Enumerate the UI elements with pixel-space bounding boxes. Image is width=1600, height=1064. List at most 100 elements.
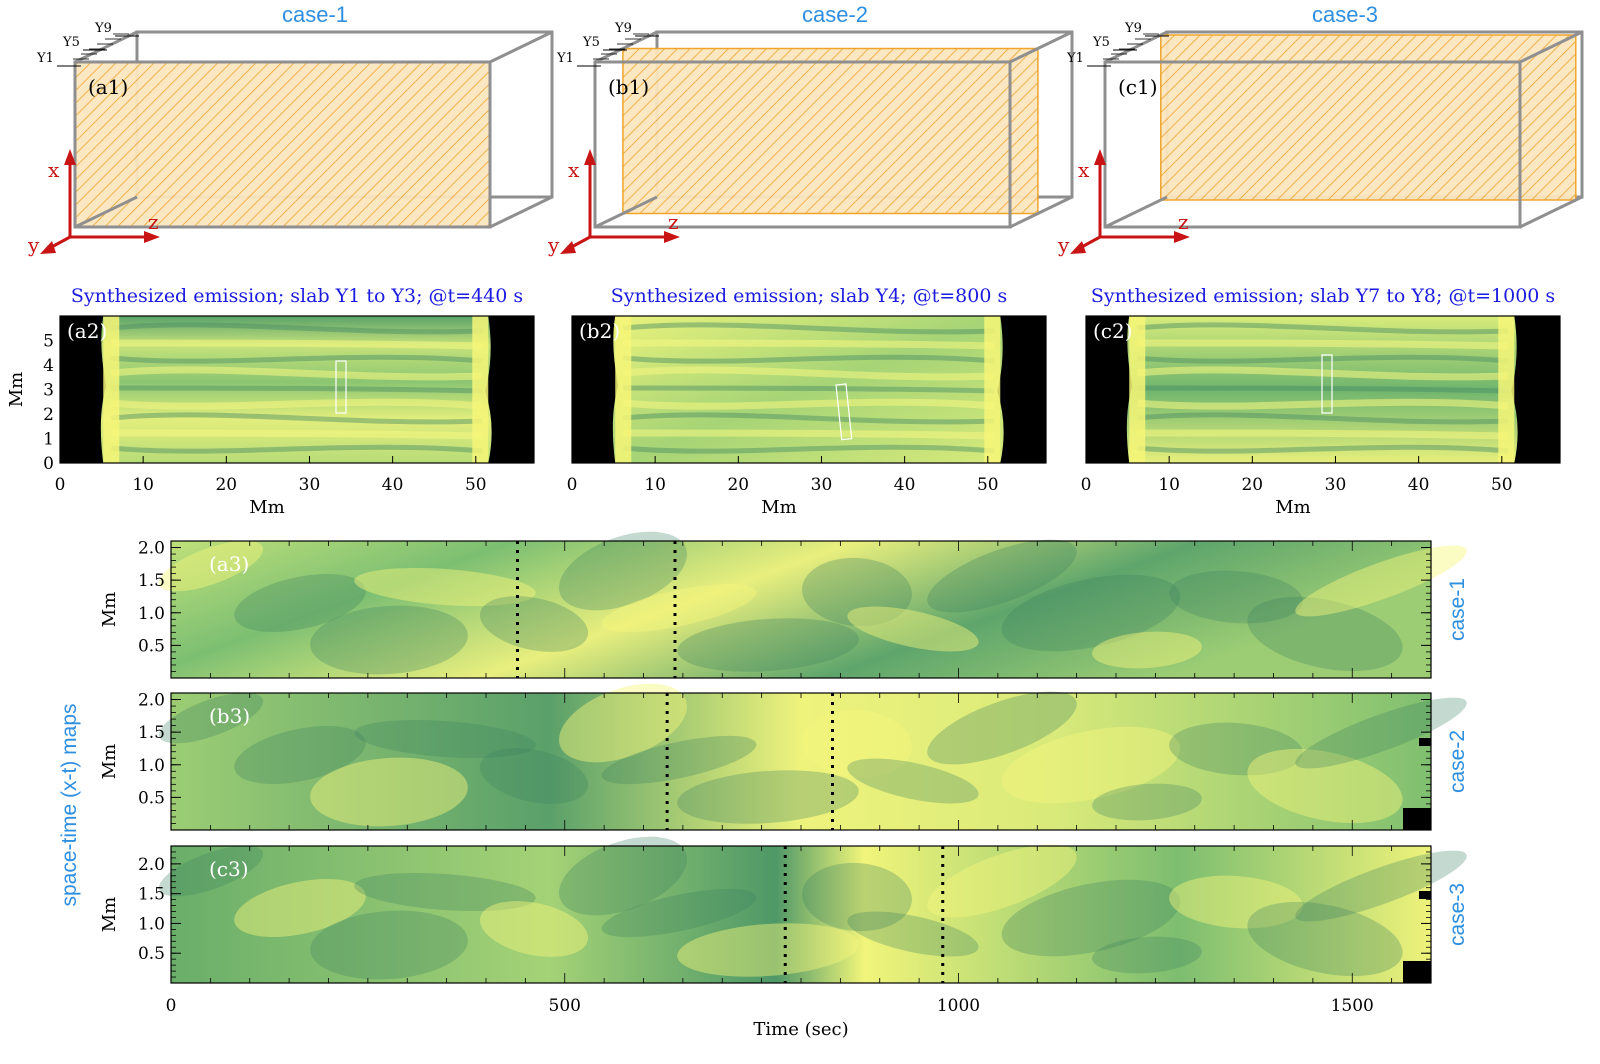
xt-texture xyxy=(601,735,757,785)
y-tick-label: 1.5 xyxy=(138,571,165,591)
emission-edge-right xyxy=(472,316,489,463)
y-tick-label: 1.0 xyxy=(138,756,165,776)
x-tick-label: 30 xyxy=(811,475,833,495)
xt-texture xyxy=(234,726,366,784)
slit-box xyxy=(1321,354,1333,414)
y-tick-label: 4 xyxy=(43,356,54,376)
axis-x-label: x xyxy=(568,158,580,182)
xt-texture xyxy=(1001,726,1181,804)
axis-z-arrowhead xyxy=(144,231,160,243)
xt-texture xyxy=(479,748,589,804)
xt-texture xyxy=(354,872,536,912)
xt-map-case-1: 0.5 1.0 1.5 2.0 Mm (a3) case-1 xyxy=(99,531,1469,679)
slab-label: Y9 xyxy=(1124,21,1142,36)
xt-texture xyxy=(601,583,757,633)
x-axis-label: Mm xyxy=(1275,497,1311,518)
emission-streak xyxy=(1136,366,1509,381)
axis-y-label: y xyxy=(547,233,560,257)
emission-edge-left xyxy=(615,316,632,463)
x-tick-label: 20 xyxy=(1241,475,1263,495)
y-tick-label: 0.5 xyxy=(138,944,165,964)
y-tick-label: 5 xyxy=(43,332,54,352)
axis-x-label: x xyxy=(1078,158,1090,182)
emission-panel-case-3: Synthesized emission; slab Y7 to Y8; @t=… xyxy=(1081,285,1561,518)
emission-streak xyxy=(1137,444,1509,454)
panel-label: (a3) xyxy=(209,552,249,576)
case-side-label: case-2 xyxy=(1446,730,1469,793)
xt-texture xyxy=(1247,901,1403,977)
box-edge xyxy=(1104,30,1168,64)
emission-streak xyxy=(1137,412,1509,425)
emission-streak xyxy=(623,429,995,440)
xt-texture xyxy=(1295,545,1467,617)
box-edge xyxy=(489,30,553,64)
slab-plane xyxy=(1160,34,1577,201)
emission-streak xyxy=(623,444,995,454)
emission-streak xyxy=(1137,322,1509,335)
xt-map-case-2: 0.5 1.0 1.5 2.0 Mm (b3) case-2 xyxy=(99,683,1469,831)
y-tick-label: 0.5 xyxy=(138,636,165,656)
xt-texture xyxy=(1169,722,1303,776)
slit-box xyxy=(835,383,853,441)
x-tick-label: 0 xyxy=(1081,475,1092,495)
emission-edge-left xyxy=(1129,316,1146,463)
axis-y-arrowhead xyxy=(1070,241,1086,254)
axis-y-arrowhead xyxy=(40,241,56,254)
geometry-box-case-2: case-2 Y1 Y5 Y9 (b1) x z y xyxy=(547,2,1074,257)
box-edge xyxy=(1104,195,1168,229)
xt-texture xyxy=(558,531,688,611)
xt-texture xyxy=(479,596,589,652)
slab-label: Y5 xyxy=(1092,35,1110,50)
x-tick-label: 1500 xyxy=(1331,996,1374,1016)
slab-plane xyxy=(74,61,491,228)
box-edge xyxy=(594,195,658,229)
xt-map-background xyxy=(171,846,1431,983)
xt-texture xyxy=(310,910,468,980)
emission-frame xyxy=(571,315,1047,464)
y-tick-label: 2.0 xyxy=(138,691,165,711)
xt-texture xyxy=(677,770,859,824)
panel-label: (c3) xyxy=(209,857,249,881)
x-tick-label: 10 xyxy=(644,475,666,495)
xt-texture xyxy=(677,923,859,977)
emission-streak xyxy=(1137,339,1509,350)
y-tick-label: 3 xyxy=(43,381,54,401)
x-tick-label: 20 xyxy=(727,475,749,495)
slab-label: Y1 xyxy=(1066,51,1084,66)
emission-panel-case-2: Synthesized emission; slab Y4; @t=800 s (… xyxy=(567,285,1047,518)
x-axis-label: Mm xyxy=(761,497,797,518)
y-tick-label: 1.5 xyxy=(138,723,165,743)
emission-streak xyxy=(1137,429,1509,440)
xt-texture xyxy=(847,911,979,957)
box-edge xyxy=(74,30,138,64)
x-tick-label: 0 xyxy=(567,475,578,495)
xt-texture xyxy=(558,683,688,763)
emission-title: Synthesized emission; slab Y4; @t=800 s xyxy=(611,285,1007,307)
emission-edge-right xyxy=(984,316,1001,463)
emission-streak xyxy=(110,366,483,381)
xt-texture xyxy=(677,618,859,672)
emission-streak xyxy=(111,385,483,394)
box-front-face xyxy=(73,60,492,229)
xt-texture xyxy=(802,709,912,779)
xt-texture xyxy=(1169,875,1303,929)
x-tick-label: 1000 xyxy=(937,996,980,1016)
box-edge xyxy=(594,30,658,64)
emission-streak xyxy=(111,354,483,364)
box-edge xyxy=(1009,30,1073,64)
y-tick-label: 0.5 xyxy=(138,788,165,808)
slab-label: Y1 xyxy=(556,51,574,66)
panel-label: (a2) xyxy=(67,319,107,343)
xt-texture xyxy=(1001,574,1181,652)
y-tick-label: 1 xyxy=(43,430,54,450)
box-edge xyxy=(1009,195,1073,229)
panel-label: (b1) xyxy=(608,75,649,99)
y-tick-label: 1.5 xyxy=(138,885,165,905)
xt-texture xyxy=(310,757,468,827)
x-axis-label: Mm xyxy=(249,497,285,518)
xt-texture xyxy=(1295,697,1467,769)
axis-z-arrowhead xyxy=(1174,231,1190,243)
xt-void-patch xyxy=(1403,808,1431,830)
geometry-box-case-3: case-3 Y1 Y5 Y9 (c1) x z y xyxy=(1057,2,1584,257)
